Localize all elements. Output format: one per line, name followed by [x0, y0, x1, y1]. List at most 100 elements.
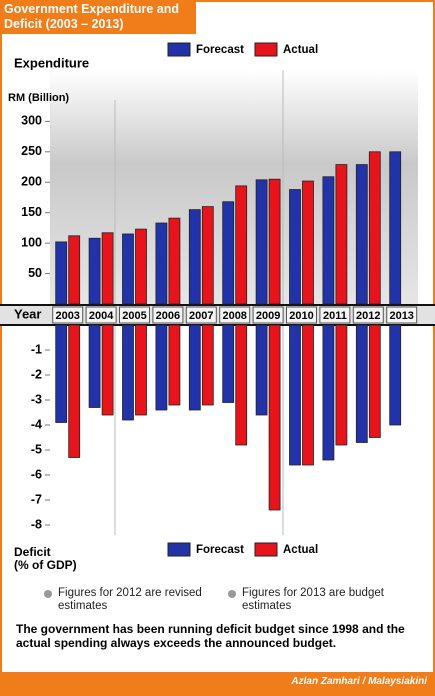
bar	[201, 206, 214, 305]
year-box	[152, 306, 184, 324]
year-box	[352, 306, 384, 324]
credit-bar	[0, 672, 435, 694]
bar	[289, 324, 301, 466]
x-tick-label: 2013	[389, 310, 413, 322]
bar	[335, 164, 348, 305]
x-tick-label: 2009	[256, 310, 280, 322]
legend-swatch	[254, 42, 278, 57]
y-tick-label: -4	[31, 417, 42, 431]
legend-swatch	[167, 542, 191, 557]
credit: Azlan Zamhari / Malaysiakini	[291, 676, 427, 687]
y-tick-label: -6	[31, 467, 42, 481]
bar	[222, 324, 235, 403]
legend-label: Forecast	[196, 544, 244, 556]
x-tick-label: 2007	[189, 310, 213, 322]
bar	[268, 178, 281, 305]
y-tick-label: -8	[31, 517, 42, 531]
bar	[255, 324, 268, 416]
x-tick-label: 2011	[323, 310, 347, 322]
bar	[155, 324, 168, 411]
bar	[368, 324, 381, 438]
bar	[88, 237, 101, 305]
x-tick-label: 2003	[55, 310, 79, 322]
legend-label: Actual	[283, 44, 318, 56]
bar	[235, 185, 248, 305]
x-axis-label: Year	[14, 306, 41, 321]
chart-title: Expenditure	[14, 55, 89, 70]
legend-label: Actual	[283, 544, 318, 556]
bar	[68, 324, 81, 458]
year-box	[219, 306, 251, 324]
bar	[88, 324, 101, 408]
bar	[188, 209, 201, 305]
x-tick-label: 2010	[289, 310, 313, 322]
bar	[322, 176, 335, 305]
y-tick-label: -2	[31, 367, 42, 381]
bar	[188, 324, 201, 411]
y-tick-label: -7	[31, 492, 42, 506]
bar	[55, 241, 68, 305]
bar	[68, 235, 81, 305]
bar	[289, 189, 301, 305]
bar	[168, 217, 181, 305]
year-box	[319, 306, 351, 324]
bar	[155, 222, 168, 305]
bar	[268, 324, 281, 511]
bar	[355, 324, 368, 443]
y-tick-label: -3	[31, 392, 42, 406]
y-tick-label: 300	[21, 114, 42, 128]
x-tick-label: 2008	[222, 310, 246, 322]
year-box	[286, 306, 317, 324]
legend-swatch	[254, 542, 278, 557]
y-tick-label: 100	[21, 235, 42, 249]
year-box	[386, 306, 418, 324]
x-tick-label: 2012	[356, 310, 380, 322]
bar	[122, 233, 134, 305]
year-box	[252, 306, 284, 324]
x-tick-label: 2005	[122, 310, 146, 322]
y-tick-label: 150	[21, 205, 42, 219]
y-tick-label: 250	[21, 144, 42, 158]
chart-title: Deficit	[14, 545, 51, 559]
bar	[355, 164, 368, 305]
year-box	[85, 306, 117, 324]
title-box	[0, 0, 196, 34]
note: Figures for 2013 are budget estimates	[242, 587, 384, 612]
bar	[389, 324, 402, 426]
y-tick-label: 200	[21, 175, 42, 189]
legend-label: Forecast	[196, 44, 244, 56]
bullet	[44, 590, 52, 598]
y-axis-label: RM (Billion)	[8, 92, 69, 104]
year-box	[119, 306, 150, 324]
bar	[101, 324, 114, 416]
bar	[302, 324, 314, 466]
year-box	[52, 306, 84, 324]
x-tick-label: 2006	[156, 310, 180, 322]
note: Figures for 2012 are revised estimates	[58, 587, 202, 612]
page-title: Government Expenditure and Deficit (2003…	[4, 2, 180, 31]
bar	[201, 324, 214, 406]
bar	[389, 151, 402, 305]
year-box	[185, 306, 217, 324]
bullet	[228, 590, 236, 598]
bar	[302, 180, 314, 305]
bar	[322, 324, 335, 461]
bar	[122, 324, 134, 421]
bar	[135, 324, 147, 416]
bar	[368, 151, 381, 305]
bar	[168, 324, 181, 406]
y-tick-label: 50	[28, 266, 42, 280]
footnote: The government has been running deficit …	[16, 622, 405, 650]
bar	[135, 228, 147, 305]
bar	[335, 324, 348, 446]
y-axis-label: (% of GDP)	[14, 558, 77, 572]
bar	[101, 232, 114, 305]
legend-swatch	[167, 42, 191, 57]
bar	[55, 324, 68, 423]
bar	[235, 324, 248, 446]
y-tick-label: -5	[31, 442, 42, 456]
bar	[255, 179, 268, 305]
